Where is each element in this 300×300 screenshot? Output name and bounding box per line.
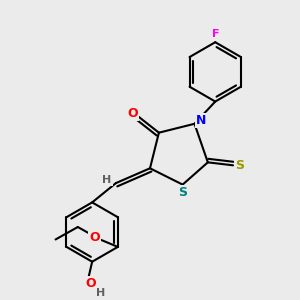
Text: F: F (212, 29, 219, 39)
Text: O: O (89, 232, 100, 244)
Text: S: S (178, 186, 187, 200)
Text: O: O (85, 278, 96, 290)
Text: N: N (196, 114, 206, 127)
Text: H: H (95, 289, 105, 298)
Text: S: S (235, 159, 244, 172)
Text: H: H (102, 175, 112, 185)
Text: O: O (128, 107, 138, 120)
